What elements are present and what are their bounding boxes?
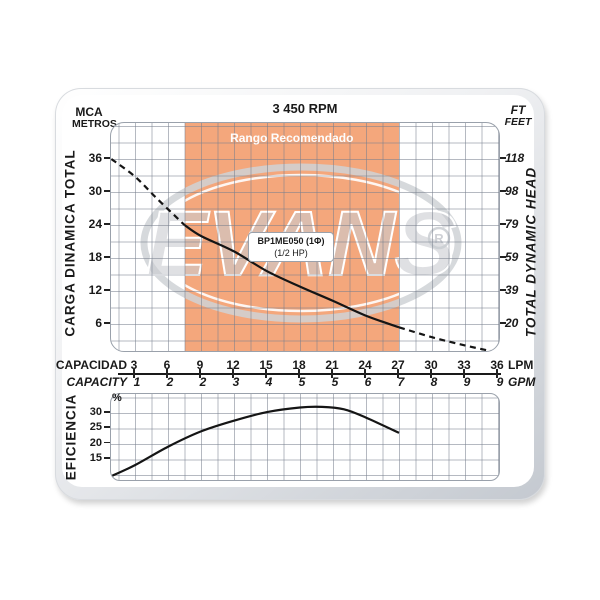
pump-model-label: BP1ME050 (1Φ) (1/2 HP) xyxy=(248,232,334,263)
percent-label: % xyxy=(112,392,122,404)
x-tick-mark xyxy=(133,369,135,378)
lpm-tick-label: 21 xyxy=(325,358,339,372)
meters-tick-label: 24 xyxy=(88,217,102,231)
efficiency-tick-mark xyxy=(104,426,110,428)
left-tick-mark xyxy=(104,289,110,291)
pump-model-line2: (1/2 HP) xyxy=(274,248,308,259)
gpm-tick-label: 9 xyxy=(463,375,471,389)
feet-tick-label: 118 xyxy=(505,151,525,165)
efficiency-tick-label: 30 xyxy=(89,406,102,418)
meters-tick-label: 12 xyxy=(88,283,102,297)
gpm-tick-label: 7 xyxy=(397,375,405,389)
pump-model-line1: BP1ME050 (1Φ) xyxy=(257,236,325,246)
efficiency-tick-mark xyxy=(104,411,110,413)
efficiency-tick-mark xyxy=(104,457,110,459)
gpm-tick-label: 5 xyxy=(298,375,306,389)
lpm-tick-label: 9 xyxy=(196,358,204,372)
right-tick-mark xyxy=(500,256,506,258)
efficiency-tick-label: 25 xyxy=(89,421,102,434)
unit-mca: MCA xyxy=(75,105,103,119)
lpm-tick-label: 24 xyxy=(358,358,372,372)
efficiency-chart xyxy=(110,393,500,481)
x-tick-mark xyxy=(397,369,399,378)
x-tick-mark xyxy=(265,369,267,378)
meters-tick-label: 6 xyxy=(95,316,102,330)
feet-tick-label: 98 xyxy=(505,184,519,198)
capacity-label: CAPACITY xyxy=(66,375,127,389)
efficiency-tick-mark xyxy=(104,441,110,444)
x-tick-mark xyxy=(496,369,498,378)
efficiency-grid xyxy=(111,394,499,480)
left-axis-title: CARGA DINAMICA TOTAL xyxy=(62,149,78,337)
left-tick-mark xyxy=(104,256,110,258)
left-axis-units: MCA METROS xyxy=(72,105,117,130)
efficiency-tick-label: 15 xyxy=(89,452,102,464)
efficiency-tick-label: 20 xyxy=(89,436,102,449)
lpm-tick-label: 3 xyxy=(130,358,138,372)
x-tick-mark xyxy=(298,369,300,378)
unit-metros: METROS xyxy=(72,117,117,130)
x-tick-mark xyxy=(166,369,168,378)
left-tick-mark xyxy=(104,190,110,192)
right-tick-mark xyxy=(500,223,506,225)
gpm-tick-label: 8 xyxy=(430,375,438,389)
meters-tick-label: 36 xyxy=(88,151,102,165)
lpm-tick-label: 30 xyxy=(424,358,438,372)
gpm-tick-label: 1 xyxy=(133,375,141,389)
lpm-tick-label: 27 xyxy=(391,358,405,372)
recommended-range-label: Rango Recomendado xyxy=(230,131,354,145)
unit-feet: FEET xyxy=(504,115,532,128)
right-axis-units: FT FEET xyxy=(498,104,538,128)
feet-tick-label: 20 xyxy=(505,316,519,330)
right-tick-mark xyxy=(500,190,506,192)
x-tick-mark xyxy=(331,369,333,378)
right-tick-mark xyxy=(500,289,506,291)
gpm-unit: GPM xyxy=(508,375,536,389)
feet-tick-label: 79 xyxy=(505,217,519,231)
gpm-tick-label: 9 xyxy=(496,375,504,389)
gpm-tick-label: 2 xyxy=(166,375,174,389)
lpm-tick-label: 12 xyxy=(226,358,240,372)
efficiency-curve xyxy=(111,405,400,477)
lpm-tick-label: 36 xyxy=(490,358,504,372)
x-tick-mark xyxy=(364,369,366,378)
gpm-tick-label: 5 xyxy=(331,375,339,389)
gpm-tick-label: 2 xyxy=(199,375,207,389)
x-tick-mark xyxy=(232,369,234,378)
meters-tick-label: 18 xyxy=(88,250,102,264)
left-tick-mark xyxy=(104,157,110,159)
feet-tick-label: 59 xyxy=(505,250,519,264)
x-tick-mark xyxy=(199,369,201,378)
head-curve xyxy=(111,158,496,351)
unit-ft: FT xyxy=(510,103,526,117)
left-tick-mark xyxy=(104,223,110,225)
left-tick-mark xyxy=(104,322,110,324)
meters-tick-label: 30 xyxy=(88,184,102,198)
x-tick-mark xyxy=(430,369,432,378)
lpm-tick-label: 33 xyxy=(457,358,471,372)
gpm-tick-label: 4 xyxy=(265,375,273,389)
x-tick-mark xyxy=(463,369,465,378)
capacidad-label: CAPACIDAD xyxy=(55,358,127,372)
lpm-tick-label: 6 xyxy=(163,358,171,372)
right-tick-mark xyxy=(500,322,506,324)
lpm-unit: LPM xyxy=(508,358,534,372)
right-tick-mark xyxy=(500,157,506,159)
head-capacity-chart: EVANS R Rango Recomendado BP1ME050 (1Φ) … xyxy=(110,122,500,352)
x-axis-line xyxy=(118,373,501,375)
lpm-tick-label: 18 xyxy=(292,358,306,372)
rpm-title: 3 450 RPM xyxy=(272,101,338,116)
gpm-tick-label: 3 xyxy=(232,375,240,389)
lpm-tick-label: 15 xyxy=(259,358,273,372)
feet-tick-label: 39 xyxy=(505,283,519,297)
gpm-tick-label: 6 xyxy=(364,375,372,389)
